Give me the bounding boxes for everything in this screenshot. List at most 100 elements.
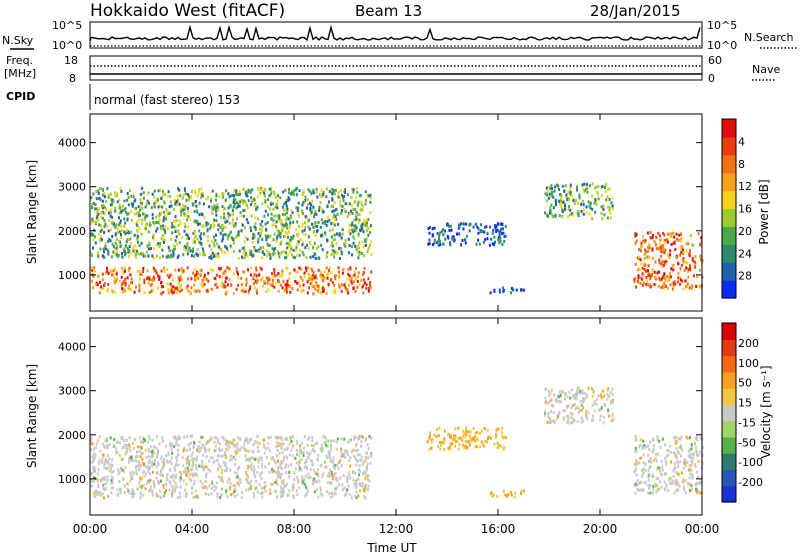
power-cell: [106, 248, 109, 252]
power-cell: [304, 215, 307, 219]
velocity-cell: [667, 489, 670, 492]
velocity-cell: [141, 462, 144, 465]
power-cell: [553, 189, 556, 193]
velocity-cell: [345, 492, 348, 496]
velocity-cell: [96, 472, 99, 476]
velocity-cell: [678, 484, 681, 488]
power-cell: [433, 241, 436, 245]
velocity-cell: [606, 397, 609, 401]
velocity-cell: [363, 489, 366, 493]
power-cell: [641, 283, 644, 287]
power-cell: [307, 235, 310, 239]
velocity-cell: [176, 485, 179, 489]
power-cell: [136, 235, 139, 239]
power-cell: [210, 256, 213, 260]
power-cell: [120, 233, 122, 236]
velocity-cell: [263, 451, 266, 455]
power-cell: [213, 253, 216, 257]
power-cell: [134, 244, 137, 248]
power-cell: [318, 206, 321, 210]
power-cell: [275, 220, 278, 224]
velocity-cell: [141, 458, 144, 461]
velocity-cell: [342, 488, 344, 492]
power-cell: [324, 233, 327, 237]
velocity-cell: [147, 455, 150, 459]
power-cell: [177, 268, 180, 272]
power-cell: [178, 219, 181, 223]
power-cell: [120, 189, 123, 193]
power-cell: [124, 266, 127, 270]
power-cell: [581, 183, 584, 187]
power-cell: [291, 211, 294, 214]
power-cell: [340, 289, 343, 293]
velocity-cell: [282, 478, 285, 482]
power-cell: [285, 222, 287, 226]
power-cell: [447, 236, 450, 240]
power-cell: [245, 203, 248, 207]
velocity-cell: [145, 472, 147, 476]
power-cell: [666, 275, 669, 279]
velocity-cell: [355, 490, 358, 494]
velocity-cell: [278, 436, 281, 440]
velocity-cell: [271, 470, 274, 474]
power-cell: [560, 193, 563, 197]
power-cell: [341, 205, 344, 209]
velocity-cell: [660, 459, 663, 463]
velocity-cell: [135, 469, 138, 473]
velocity-cell: [690, 468, 693, 472]
power-cell: [499, 229, 502, 233]
power-cell: [691, 258, 694, 262]
power-cell: [307, 247, 310, 251]
power-cell: [504, 225, 507, 228]
power-cell: [337, 191, 340, 195]
power-cell: [322, 191, 325, 195]
velocity-cell: [157, 461, 159, 465]
power-cell: [148, 223, 151, 227]
power-cell: [124, 207, 127, 211]
power-cell: [330, 253, 333, 256]
power-cell: [344, 244, 347, 248]
velocity-cell: [192, 460, 195, 464]
power-cell: [300, 277, 303, 281]
velocity-cell: [134, 455, 137, 459]
power-cell: [167, 288, 170, 292]
velocity-cell: [102, 487, 105, 491]
power-cell: [221, 205, 224, 209]
power-cell: [311, 280, 314, 284]
velocity-cell: [303, 477, 306, 481]
power-cell: [109, 192, 112, 196]
power-cell: [90, 232, 93, 236]
power-cell: [503, 235, 506, 238]
velocity-cell: [145, 465, 147, 469]
power-cell: [480, 223, 483, 227]
velocity-cell: [587, 411, 590, 415]
power-cell: [284, 212, 287, 216]
velocity-cell: [584, 396, 587, 400]
power-cell: [104, 222, 107, 226]
velocity-cell: [283, 455, 286, 459]
velocity-cell: [158, 442, 161, 446]
velocity-cell: [365, 475, 368, 478]
power-cell: [604, 190, 607, 194]
power-cell: [317, 290, 320, 294]
power-cell: [242, 288, 245, 292]
power-cell: [272, 238, 275, 242]
power-cell: [158, 275, 161, 279]
power-cell: [201, 280, 204, 284]
power-cell: [118, 216, 120, 220]
velocity-cell: [670, 460, 673, 464]
power-cell: [364, 198, 367, 202]
velocity-cell: [194, 489, 197, 493]
velocity-cell: [320, 443, 323, 447]
velocity-cell: [165, 476, 168, 480]
power-cell: [689, 265, 692, 269]
velocity-cell: [132, 490, 135, 493]
power-cell: [664, 239, 667, 243]
power-cell: [490, 237, 493, 241]
power-cell: [304, 221, 306, 225]
power-cell: [347, 251, 350, 255]
velocity-cell: [243, 442, 246, 446]
power-cell: [331, 248, 334, 252]
velocity-cell: [611, 401, 614, 405]
power-cell: [151, 192, 154, 196]
